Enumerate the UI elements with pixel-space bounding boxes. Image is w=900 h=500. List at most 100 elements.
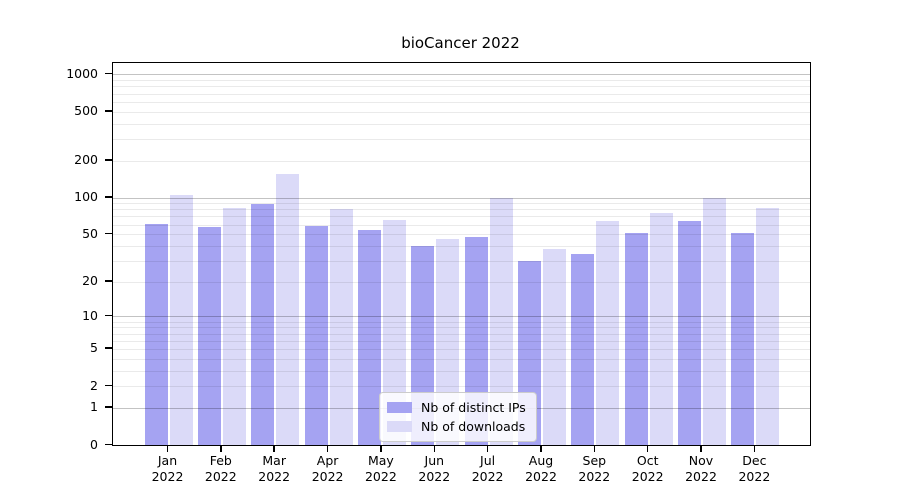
x-tick-year: 2022 (525, 469, 557, 484)
x-tick-year: 2022 (631, 469, 664, 484)
x-tick-mark (753, 445, 756, 452)
bar-downloads-jul (489, 197, 513, 445)
chart-title: bioCancer 2022 (401, 34, 520, 52)
major-gridline (113, 197, 810, 199)
y-tick-label: 50 (82, 225, 98, 241)
y-tick-label: 1000 (66, 65, 98, 81)
y-tick-label: 5 (90, 340, 98, 356)
minor-gridline (113, 340, 810, 342)
x-tick-year: 2022 (578, 469, 611, 484)
minor-gridline (113, 101, 810, 103)
x-tick-year: 2022 (471, 469, 504, 484)
x-tick-year: 2022 (311, 469, 344, 484)
minor-gridline (113, 80, 810, 82)
bar-distinct-ips-sep (571, 254, 595, 445)
bar-distinct-ips-dec (731, 233, 755, 445)
x-tick-label: Jan 2022 (140, 453, 196, 485)
minor-gridline (113, 160, 810, 162)
bar-downloads-sep (596, 221, 620, 445)
minor-gridline (113, 216, 810, 218)
x-tick-year: 2022 (364, 469, 397, 484)
x-tick-mark (220, 445, 222, 452)
x-tick-mark (646, 445, 649, 452)
minor-gridline (113, 203, 810, 205)
x-tick-mark (380, 445, 382, 452)
y-tick-mark (105, 347, 112, 349)
x-tick-label: Nov 2022 (673, 453, 729, 485)
x-tick-year: 2022 (685, 469, 717, 484)
x-tick-label: Oct 2022 (620, 453, 676, 485)
y-tick-mark (105, 159, 112, 161)
x-tick-label: Mar 2022 (246, 453, 302, 485)
x-tick-mark (326, 445, 329, 452)
bar-downloads-oct (649, 212, 673, 445)
x-tick-label: Dec 2022 (726, 453, 782, 485)
x-tick-mark (166, 445, 169, 452)
bar-downloads-jan (169, 195, 193, 445)
minor-gridline (113, 138, 810, 140)
bar-distinct-ips-apr (304, 226, 328, 445)
bar-downloads-aug (543, 248, 566, 445)
legend: Nb of distinct IPs Nb of downloads (379, 392, 537, 442)
x-tick-mark (273, 445, 275, 452)
x-tick-label: Apr 2022 (300, 453, 356, 485)
legend-label: Nb of downloads (421, 419, 526, 434)
x-tick-label: Aug 2022 (513, 453, 569, 485)
x-tick-mark (700, 445, 702, 452)
minor-gridline (113, 123, 810, 125)
x-tick-year: 2022 (151, 469, 184, 484)
y-tick-mark (105, 314, 112, 317)
x-tick-year: 2022 (258, 469, 291, 484)
y-tick-mark (105, 280, 112, 282)
x-tick-label: Jun 2022 (406, 453, 462, 485)
x-tick-label: May 2022 (353, 453, 409, 485)
bar-distinct-ips-feb (197, 227, 221, 445)
bar-downloads-apr (329, 209, 353, 445)
bar-distinct-ips-mar (251, 203, 275, 445)
x-tick-year: 2022 (418, 469, 451, 484)
minor-gridline (113, 281, 810, 283)
y-tick-mark (105, 72, 112, 75)
minor-gridline (113, 86, 810, 88)
bar-downloads-feb (222, 208, 246, 445)
x-tick-label: Feb 2022 (193, 453, 249, 485)
x-tick-label: Sep 2022 (566, 453, 622, 485)
bar-distinct-ips-jan (144, 223, 168, 445)
y-tick-mark (105, 232, 112, 235)
x-tick-year: 2022 (204, 469, 237, 484)
legend-row: Nb of downloads (387, 417, 526, 436)
bar-distinct-ips-oct (624, 233, 648, 445)
bar-distinct-ips-may (357, 230, 381, 445)
x-tick-year: 2022 (738, 469, 771, 484)
x-tick-label: Jul 2022 (460, 453, 516, 485)
minor-gridline (113, 333, 810, 335)
y-tick-mark (105, 110, 112, 112)
bar-distinct-ips-nov (678, 221, 701, 445)
major-gridline (113, 316, 810, 318)
y-tick-label: 100 (74, 189, 98, 204)
minor-gridline (113, 386, 810, 388)
legend-label: Nb of distinct IPs (421, 400, 526, 415)
minor-gridline (113, 209, 810, 211)
x-tick-mark (540, 445, 542, 452)
minor-gridline (113, 348, 810, 350)
bar-downloads-dec (756, 208, 780, 445)
minor-gridline (113, 358, 810, 360)
y-tick-label: 1 (90, 399, 98, 415)
x-tick-mark (433, 445, 435, 452)
legend-swatch (387, 402, 412, 413)
minor-gridline (113, 224, 810, 226)
y-tick-mark (105, 443, 112, 445)
bar-downloads-may (382, 219, 406, 445)
bar-downloads-nov (703, 197, 726, 445)
legend-row: Nb of distinct IPs (387, 398, 526, 417)
minor-gridline (113, 245, 810, 247)
y-tick-label: 10 (82, 307, 98, 323)
y-tick-mark (105, 196, 112, 198)
y-tick-label: 20 (82, 273, 98, 289)
y-tick-label: 2 (90, 377, 98, 393)
x-tick-mark (486, 445, 489, 452)
bar-downloads-mar (276, 174, 300, 445)
minor-gridline (113, 370, 810, 372)
plot-area (112, 62, 811, 446)
